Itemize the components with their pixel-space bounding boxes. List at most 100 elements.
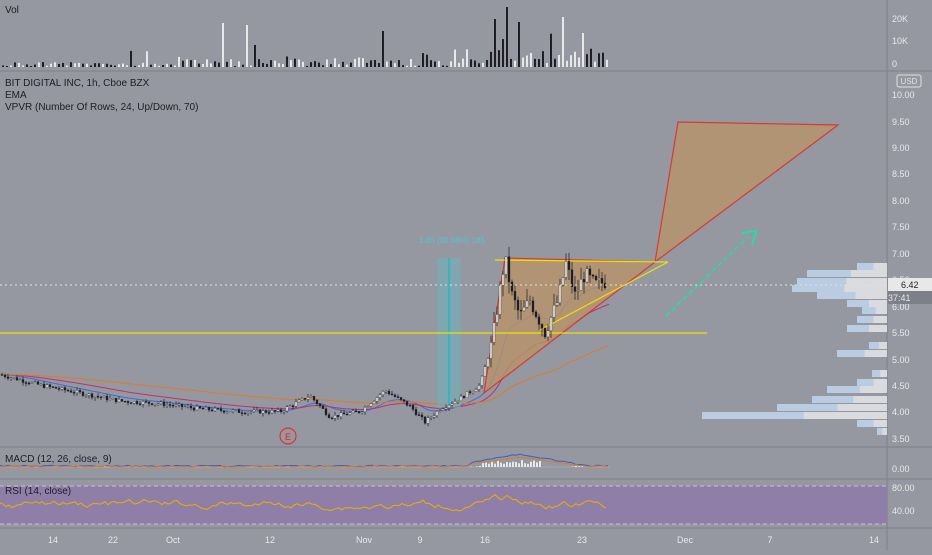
volume-bar bbox=[366, 63, 368, 67]
trend-arrow[interactable] bbox=[666, 237, 748, 316]
macd-histogram-bar bbox=[566, 467, 568, 468]
volume-bar bbox=[514, 61, 516, 67]
volume-bar bbox=[430, 60, 432, 67]
price-tick-label: 3.50 bbox=[892, 434, 910, 444]
volume-bar bbox=[42, 62, 44, 67]
volume-bar bbox=[522, 58, 524, 67]
candle-body bbox=[196, 406, 198, 410]
candle-body bbox=[55, 387, 57, 388]
macd-histogram-bar bbox=[515, 462, 517, 467]
candle-body bbox=[511, 282, 513, 291]
volume-bar bbox=[494, 19, 496, 67]
candle-body bbox=[601, 278, 603, 283]
volume-bar bbox=[386, 62, 388, 67]
volume-bar bbox=[538, 59, 540, 67]
candle-body bbox=[355, 411, 357, 412]
volume-bar bbox=[358, 58, 360, 67]
candle-body bbox=[136, 401, 138, 403]
volume-bar bbox=[606, 60, 608, 67]
volume-bar bbox=[314, 61, 316, 67]
candle-body bbox=[28, 383, 30, 384]
volume-bar bbox=[554, 59, 556, 67]
macd-histogram-bar bbox=[95, 467, 97, 468]
candle-body bbox=[88, 394, 90, 396]
candle-body bbox=[574, 287, 576, 292]
volume-bar bbox=[294, 59, 296, 67]
volume-bar bbox=[362, 58, 364, 67]
macd-histogram-bar bbox=[485, 463, 487, 467]
candle-body bbox=[157, 404, 159, 405]
volume-bar bbox=[146, 51, 148, 67]
candle-body bbox=[481, 376, 483, 385]
volume-bar bbox=[562, 17, 564, 67]
time-tick-label: 23 bbox=[577, 535, 587, 545]
candle-body bbox=[304, 398, 306, 399]
candle-body bbox=[448, 405, 450, 408]
time-tick-label: 12 bbox=[265, 535, 275, 545]
candle-body bbox=[325, 409, 327, 415]
candle-body bbox=[277, 410, 279, 412]
candle-body bbox=[214, 408, 216, 411]
volume-bar bbox=[330, 64, 332, 67]
volume-bar bbox=[198, 64, 200, 67]
volume-bar bbox=[138, 65, 140, 67]
macd-histogram-bar bbox=[497, 461, 499, 467]
earnings-marker-label: E bbox=[285, 432, 291, 442]
volume-bar bbox=[22, 66, 24, 67]
candle-body bbox=[370, 404, 372, 407]
volume-bar bbox=[454, 50, 456, 67]
macd-histogram-bar bbox=[143, 467, 145, 468]
price-tick-label: 8.00 bbox=[892, 196, 910, 206]
volume-title: Vol bbox=[5, 5, 19, 16]
volume-bar bbox=[102, 64, 104, 67]
candle-body bbox=[280, 410, 282, 412]
candle-body bbox=[73, 392, 75, 393]
macd-histogram-bar bbox=[584, 467, 586, 468]
volume-bar bbox=[422, 53, 424, 67]
volume-bar bbox=[186, 59, 188, 67]
target-triangle[interactable] bbox=[655, 122, 838, 262]
volume-bar bbox=[518, 22, 520, 67]
candle-body bbox=[418, 415, 420, 416]
volume-bar bbox=[58, 64, 60, 67]
volume-profile-up bbox=[869, 342, 879, 349]
candle-body bbox=[538, 317, 540, 324]
volume-bar bbox=[262, 63, 264, 67]
volume-bar bbox=[298, 60, 300, 67]
candle-body bbox=[346, 414, 348, 415]
macd-title: MACD (12, 26, close, 9) bbox=[5, 454, 112, 465]
candle-body bbox=[250, 412, 252, 413]
candle-body bbox=[343, 413, 345, 414]
candle-body bbox=[208, 407, 210, 410]
candle-body bbox=[301, 398, 303, 400]
candle-body bbox=[442, 409, 444, 411]
candle-body bbox=[34, 382, 36, 383]
volume-bar bbox=[318, 63, 320, 67]
candle-body bbox=[256, 410, 258, 411]
candle-body bbox=[70, 391, 72, 393]
candle-body bbox=[289, 406, 291, 407]
volume-bar bbox=[10, 66, 12, 67]
candle-body bbox=[40, 384, 42, 385]
candle-body bbox=[490, 342, 492, 358]
candle-body bbox=[67, 390, 69, 391]
candle-body bbox=[43, 384, 45, 388]
candle-body bbox=[85, 395, 87, 396]
candle-body bbox=[112, 398, 114, 399]
macd-histogram-bar bbox=[419, 467, 421, 468]
volume-bar bbox=[390, 61, 392, 67]
volume-bar bbox=[378, 63, 380, 67]
candle-body bbox=[235, 410, 237, 411]
candle-body bbox=[271, 410, 273, 413]
volume-bar bbox=[250, 65, 252, 67]
volume-bar bbox=[274, 61, 276, 67]
candle-body bbox=[517, 300, 519, 310]
candle-body bbox=[427, 418, 429, 424]
candle-body bbox=[421, 415, 423, 417]
candle-body bbox=[166, 405, 168, 406]
candle-body bbox=[64, 388, 66, 391]
candle-body bbox=[199, 406, 201, 408]
candle-body bbox=[358, 411, 360, 412]
